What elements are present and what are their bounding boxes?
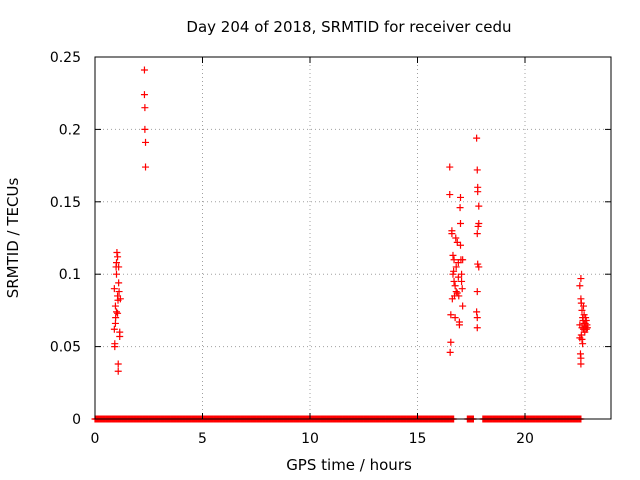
data-point [473, 230, 481, 238]
y-axis-label: SRMTID / TECUs [4, 178, 22, 299]
data-point [576, 282, 584, 290]
data-point [583, 324, 591, 332]
data-point [452, 234, 460, 242]
grid-lines [95, 57, 611, 419]
data-point [446, 163, 454, 171]
data-point [579, 340, 587, 348]
data-point [115, 279, 123, 287]
x-axis-ticks: 0 5 10 15 20 [91, 57, 534, 447]
data-point [112, 314, 120, 322]
data-point [116, 332, 124, 340]
data-point [141, 104, 149, 112]
data-point [114, 367, 122, 375]
data-point [459, 256, 467, 264]
y-tick-label: 0.2 [59, 122, 81, 138]
data-point [577, 360, 585, 368]
data-point [446, 348, 454, 356]
data-point [458, 270, 466, 278]
x-tick-label: 5 [198, 431, 207, 447]
data-point [450, 267, 458, 275]
plot-frame [94, 56, 612, 420]
y-tick-label: 0.25 [50, 50, 81, 66]
data-point [452, 263, 460, 271]
data-point [577, 275, 585, 283]
data-point [455, 318, 463, 326]
data-point [473, 134, 481, 142]
data-point [457, 193, 464, 201]
data-point [449, 251, 457, 259]
data-point [113, 259, 120, 267]
data-point [142, 163, 150, 171]
data-point [473, 314, 481, 322]
data-point [113, 270, 120, 278]
data-point [115, 263, 123, 271]
y-tick-label: 0.15 [50, 195, 81, 211]
data-point [473, 308, 481, 316]
data-point [142, 138, 150, 146]
y-tick-label: 0 [72, 412, 81, 428]
data-point [582, 314, 590, 322]
data-point [116, 295, 124, 303]
data-point [113, 248, 121, 256]
data-point [473, 288, 481, 296]
data-point [450, 256, 458, 264]
data-point [114, 309, 122, 317]
data-point [140, 66, 148, 74]
data-point [450, 277, 458, 285]
data-point [455, 292, 463, 300]
data-point [457, 241, 464, 249]
data-point [110, 325, 118, 333]
data-point [141, 125, 149, 133]
chart-title: Day 204 of 2018, SRMTID for receiver ced… [186, 18, 511, 36]
data-points [110, 66, 591, 375]
x-tick-label: 15 [409, 431, 427, 447]
data-point [473, 166, 481, 174]
data-point [475, 202, 483, 210]
data-point [457, 220, 464, 228]
y-tick-label: 0.05 [50, 340, 81, 356]
data-point [447, 311, 455, 319]
data-point [451, 282, 459, 290]
data-point [456, 204, 464, 212]
data-point [578, 306, 586, 314]
y-tick-label: 0.1 [59, 267, 81, 283]
data-point [447, 338, 455, 346]
data-point [475, 220, 483, 228]
data-point [110, 285, 118, 293]
data-point [448, 295, 456, 303]
x-tick-label: 0 [91, 431, 100, 447]
x-tick-label: 20 [516, 431, 534, 447]
data-point [579, 302, 587, 310]
x-axis-label: GPS time / hours [286, 456, 412, 474]
data-point [474, 260, 482, 268]
data-point [474, 188, 482, 196]
data-point [452, 288, 460, 296]
data-point [451, 314, 459, 322]
data-point [113, 308, 120, 316]
data-point [473, 324, 481, 332]
data-point [458, 285, 466, 293]
data-point [578, 335, 586, 343]
y-axis-ticks: 0 0.05 0.1 0.15 0.2 0.25 [50, 50, 611, 428]
data-point [582, 325, 590, 333]
x-tick-label: 10 [301, 431, 319, 447]
data-point [114, 360, 122, 368]
data-point [140, 91, 148, 99]
data-point [458, 277, 466, 285]
data-point [114, 253, 122, 261]
data-point [111, 343, 119, 351]
data-point [577, 331, 585, 339]
data-point [111, 302, 119, 310]
data-point [446, 191, 454, 199]
data-point [459, 302, 467, 310]
data-point [115, 288, 123, 296]
data-point [448, 230, 456, 238]
